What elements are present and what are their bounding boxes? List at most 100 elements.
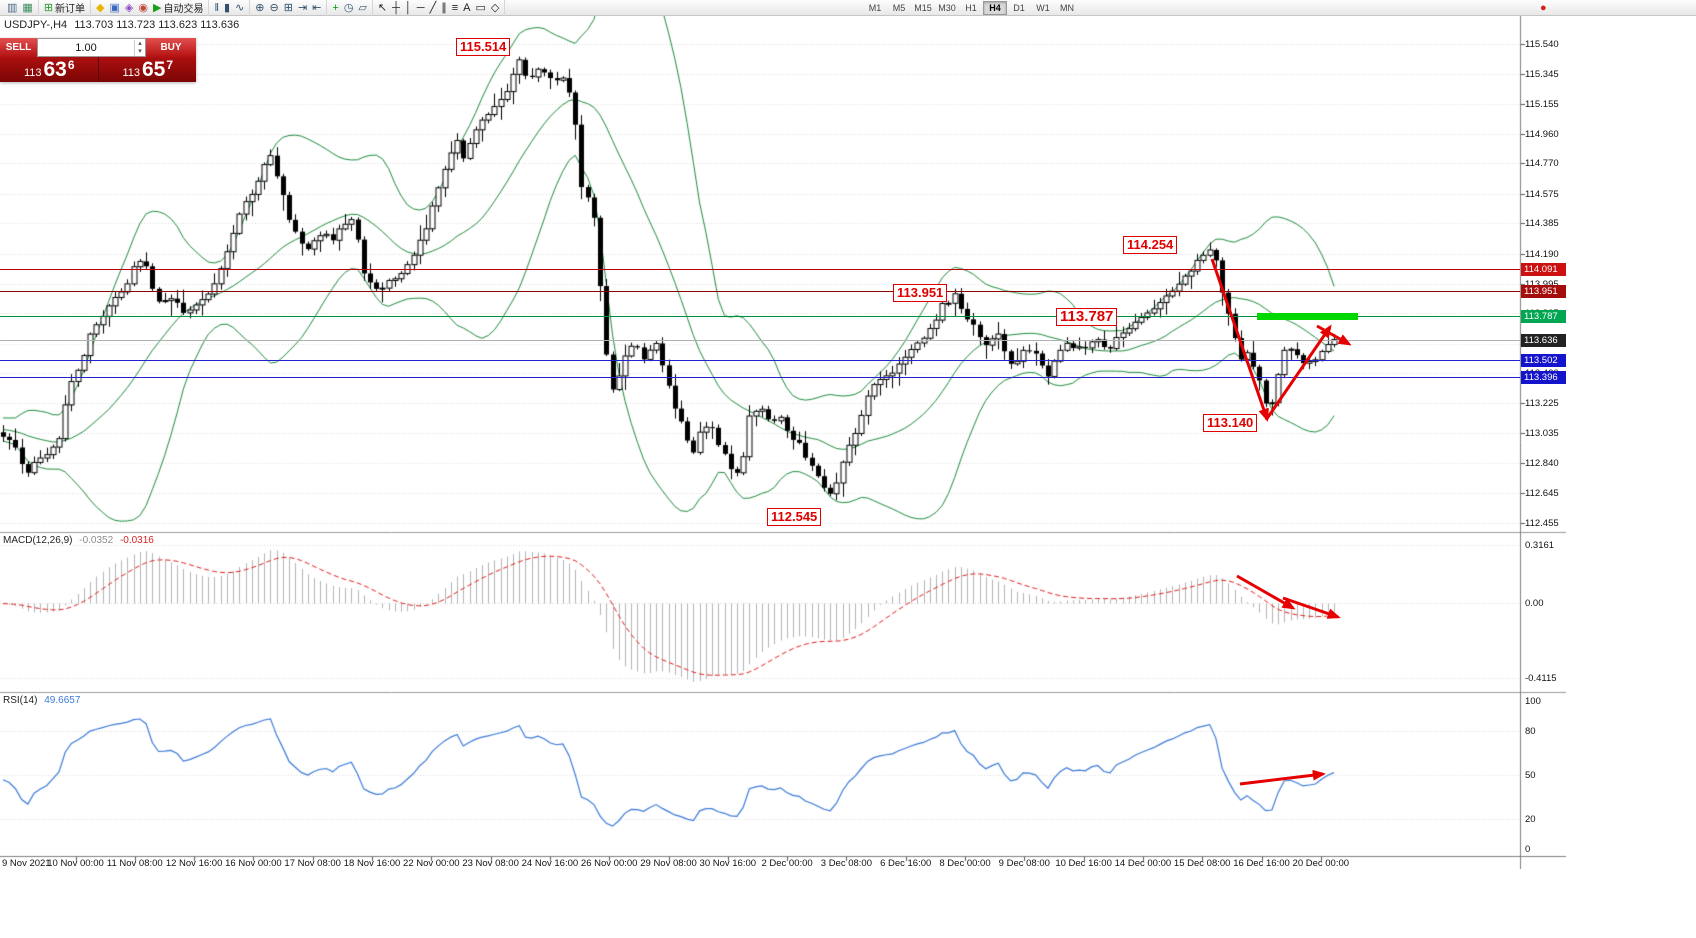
terminal-icon: ▣ bbox=[109, 1, 120, 14]
sell-button[interactable]: SELL bbox=[0, 38, 37, 57]
timeframe-m5-button[interactable]: M5 bbox=[892, 3, 906, 13]
price-label-113951[interactable]: 113.951 bbox=[893, 284, 948, 302]
timeframe-h4-button[interactable]: H4 bbox=[983, 1, 1007, 15]
cursor-icon[interactable]: ↖ bbox=[376, 1, 389, 15]
news-icon: ◈ bbox=[124, 1, 134, 14]
ask-price[interactable]: 113 65 7 bbox=[99, 57, 197, 82]
ask-big-figure: 113 bbox=[122, 67, 140, 79]
text-icon[interactable]: A bbox=[461, 1, 472, 15]
text-icon: A bbox=[463, 1, 471, 14]
rsi-tick-label: 80 bbox=[1525, 725, 1536, 737]
support-line-113396[interactable] bbox=[0, 376, 1520, 378]
fibonacci-icon[interactable]: ≡ bbox=[450, 1, 460, 15]
mql5-icon[interactable]: ● bbox=[1540, 2, 1547, 14]
zoom-in-icon[interactable]: ⊕ bbox=[253, 1, 266, 15]
autotrading-button[interactable]: ▶ 自动交易 bbox=[151, 1, 205, 16]
timeframe-m15-button[interactable]: M15 bbox=[914, 3, 932, 13]
time-tick-label: 8 Dec 00:00 bbox=[939, 858, 991, 869]
line-chart-icon[interactable]: ∿ bbox=[233, 1, 246, 15]
chart-shift-icon[interactable]: ⇤ bbox=[310, 1, 323, 15]
periods-icon[interactable]: ◷ bbox=[342, 1, 356, 15]
line-chart-icon: ∿ bbox=[235, 1, 245, 14]
price-label-115514[interactable]: 115.514 bbox=[456, 38, 511, 56]
bid-price[interactable]: 113 63 6 bbox=[0, 57, 98, 82]
new-order-button[interactable]: ⊞ 新订单 bbox=[42, 1, 87, 16]
indicators-icon[interactable]: + bbox=[330, 1, 340, 15]
new-order-button-icon: ⊞ bbox=[43, 1, 54, 14]
timeframe-d1-button[interactable]: D1 bbox=[1013, 3, 1025, 13]
time-tick-label: 30 Nov 16:00 bbox=[699, 858, 757, 869]
templates-icon[interactable]: ▱ bbox=[356, 1, 368, 15]
news-icon[interactable]: ◈ bbox=[123, 1, 135, 15]
toolbar-group-5: + ◷ ▱ bbox=[327, 0, 373, 16]
bar-chart-icon[interactable]: ‖ bbox=[212, 1, 221, 15]
chart-ohlc-values: 113.703 113.723 113.623 113.636 bbox=[74, 19, 240, 31]
zoom-out-icon[interactable]: ⊖ bbox=[268, 1, 281, 15]
resistance-line-114091[interactable] bbox=[0, 268, 1520, 270]
time-tick-label: 20 Dec 00:00 bbox=[1292, 858, 1350, 869]
price-label-113140[interactable]: 113.140 bbox=[1203, 414, 1258, 432]
bid-pipette: 6 bbox=[67, 58, 75, 72]
horizontal-line-icon[interactable]: ─ bbox=[415, 1, 427, 15]
trendline-icon: ╱ bbox=[429, 1, 437, 14]
support-line-113787[interactable] bbox=[0, 316, 1520, 318]
price-tick-label: 112.840 bbox=[1525, 458, 1559, 470]
rsi-tick-label: 20 bbox=[1525, 814, 1536, 826]
timeframe-w1-button[interactable]: W1 bbox=[1036, 3, 1050, 13]
volume-up-icon[interactable]: ▴ bbox=[138, 39, 142, 47]
market-icon[interactable]: ◉ bbox=[136, 1, 150, 15]
price-label-112545[interactable]: 112.545 bbox=[767, 508, 822, 526]
toolbar-group-2: ◆ ▣ ◈ ◉ ▶ 自动交易 bbox=[91, 0, 210, 16]
price-tick-label: 114.770 bbox=[1525, 158, 1559, 170]
time-axis[interactable]: 9 Nov 2021 10 Nov 00:00 11 Nov 08:00 12 Nov… bbox=[0, 856, 1566, 869]
rsi-tick-label: 0 bbox=[1525, 844, 1531, 855]
toolbar-group-3: ‖ ▮ ∿ bbox=[209, 0, 251, 16]
shapes-icon[interactable]: ◇ bbox=[489, 1, 501, 15]
current-price-line[interactable] bbox=[0, 339, 1520, 341]
supply-zone-highlight[interactable] bbox=[1257, 312, 1358, 320]
rsi-tick-label: 100 bbox=[1525, 696, 1541, 707]
channel-icon: ∥ bbox=[441, 1, 447, 14]
timeframe-mn-button[interactable]: MN bbox=[1060, 3, 1074, 13]
chart-profiles-icon[interactable]: ▦ bbox=[20, 1, 34, 15]
volume-down-icon[interactable]: ▾ bbox=[138, 47, 142, 55]
terminal-icon[interactable]: ▣ bbox=[108, 1, 122, 15]
price-badge-114091: 114.091 bbox=[1521, 262, 1566, 276]
metaeditor-icon[interactable]: ◆ bbox=[94, 1, 106, 15]
vertical-line-icon[interactable]: │ bbox=[403, 1, 414, 15]
channel-icon[interactable]: ∥ bbox=[439, 1, 449, 15]
price-chart[interactable] bbox=[0, 16, 1566, 869]
price-scale[interactable]: 115.540 115.345 115.155 114.960 114.770 114.5… bbox=[1520, 16, 1566, 856]
zoom-out-icon: ⊖ bbox=[269, 1, 279, 14]
crosshair-icon: ┼ bbox=[392, 1, 400, 14]
buy-button[interactable]: BUY bbox=[146, 38, 196, 57]
shapes-icon: ◇ bbox=[490, 1, 500, 14]
price-tick-label: 114.385 bbox=[1525, 218, 1559, 230]
timeframe-m1-button[interactable]: M1 bbox=[868, 3, 882, 13]
timeframe-h1-button[interactable]: H1 bbox=[965, 3, 977, 13]
volume-input[interactable]: 1.00 ▴ ▾ bbox=[37, 38, 146, 57]
new-order-button-label: 新订单 bbox=[55, 4, 86, 15]
timeframe-m30-button[interactable]: M30 bbox=[938, 3, 956, 13]
macd-name: MACD(12,26,9) bbox=[3, 535, 73, 546]
auto-scroll-icon[interactable]: ⇥ bbox=[296, 1, 309, 15]
price-label-114254[interactable]: 114.254 bbox=[1123, 236, 1178, 254]
new-chart-icon: ▥ bbox=[7, 1, 18, 14]
resistance-line-113951[interactable] bbox=[0, 290, 1520, 292]
candlestick-chart-icon[interactable]: ▮ bbox=[222, 1, 232, 15]
timeframe-toolbar: M1 M5 M15 M30 H1 H4 D1 W1 MN bbox=[863, 1, 1079, 15]
new-chart-icon[interactable]: ▥ bbox=[5, 1, 19, 15]
trendline-icon[interactable]: ╱ bbox=[428, 1, 439, 15]
label-icon[interactable]: ▭ bbox=[473, 1, 487, 15]
candlestick-chart-icon: ▮ bbox=[224, 1, 231, 14]
tile-windows-icon[interactable]: ⊞ bbox=[282, 1, 295, 15]
price-label-113787[interactable]: 113.787 bbox=[1056, 308, 1118, 326]
bid-ask-divider bbox=[97, 57, 99, 82]
support-line-113502[interactable] bbox=[0, 360, 1520, 362]
time-tick-label: 9 Nov 2021 bbox=[2, 858, 51, 869]
fibonacci-icon: ≡ bbox=[451, 1, 459, 14]
time-tick-label: 22 Nov 00:00 bbox=[403, 858, 460, 869]
horizontal-line-icon: ─ bbox=[416, 1, 425, 14]
crosshair-icon[interactable]: ┼ bbox=[390, 1, 402, 15]
label-icon: ▭ bbox=[475, 1, 486, 14]
